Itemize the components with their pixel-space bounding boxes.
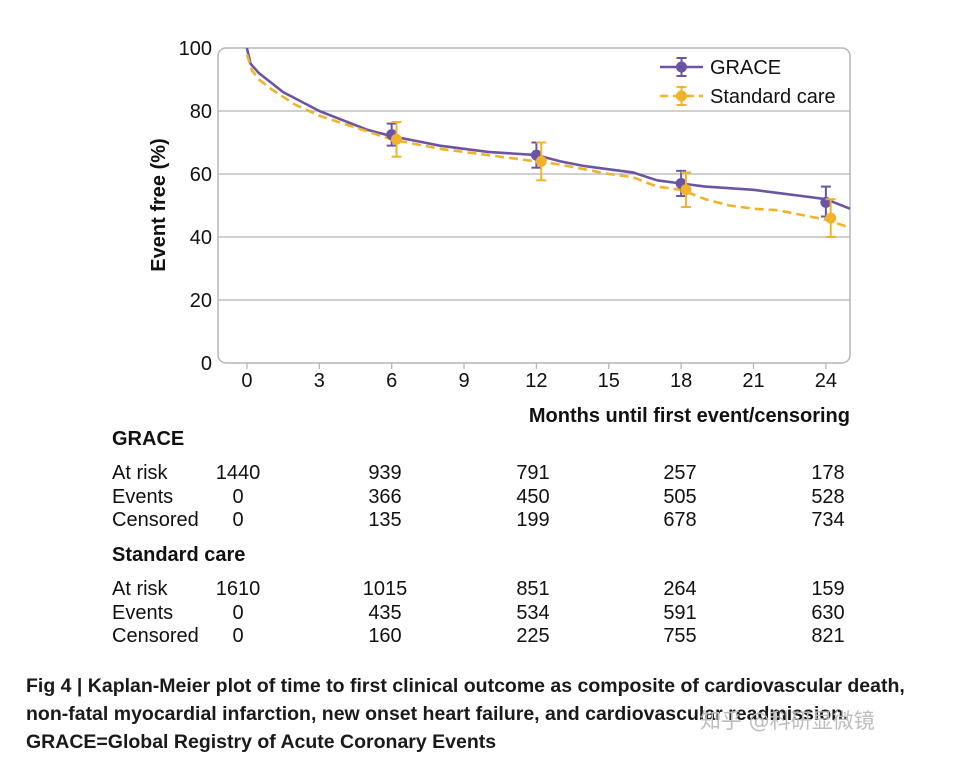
- risk-table-cell: 264: [663, 578, 697, 600]
- legend-swatch-marker: [676, 90, 687, 102]
- figure-caption: Fig 4 | Kaplan-Meier plot of time to fir…: [26, 675, 905, 753]
- risk-table-cell: 755: [663, 625, 697, 647]
- y-tick-label: 80: [190, 101, 212, 123]
- risk-table-cell: 0: [232, 485, 244, 508]
- risk-table-cell: 734: [811, 509, 845, 531]
- y-axis-ticks: 0 20 40 60 80 100: [179, 38, 212, 375]
- risk-table-cell: 366: [368, 485, 402, 508]
- kaplan-meier-chart: 0 20 40 60 80 100 0 3 6 9 12 15 18 21 24 Event free (…: [148, 38, 851, 427]
- gridlines: [218, 110, 850, 301]
- x-tick-label: 9: [458, 370, 469, 392]
- risk-table-row: At risk 1440 939 791 257 178: [0, 462, 957, 486]
- x-axis-ticks: 0 3 6 9 12 15 18 21 24: [241, 363, 837, 392]
- legend-swatch-marker: [676, 61, 687, 73]
- error-bar-standard-care: [680, 171, 692, 209]
- y-tick-label: 40: [190, 227, 212, 249]
- error-bar-standard-care: [535, 141, 547, 182]
- risk-table-cell: 450: [516, 485, 550, 508]
- x-tick-label: 15: [598, 370, 620, 392]
- data-point: [391, 133, 403, 145]
- risk-table-row-label: At risk: [112, 462, 168, 484]
- x-tick-label: 21: [742, 370, 764, 392]
- y-tick-label: 60: [190, 164, 212, 186]
- risk-table-row: Events 0 435 534 591 630: [0, 602, 957, 626]
- error-bar-standard-care: [391, 121, 403, 158]
- x-tick-label: 0: [241, 370, 252, 392]
- x-axis-label: Months until first event/censoring: [529, 405, 850, 427]
- risk-table-row-label: Censored: [112, 509, 199, 531]
- risk-table-row-label: Events: [112, 601, 174, 624]
- risk-table-group-title: Standard care: [112, 544, 246, 566]
- risk-table-cell: 1440: [215, 462, 261, 484]
- x-tick-label: 18: [670, 370, 692, 392]
- y-axis-label: Event free (%): [148, 138, 170, 271]
- risk-table-row-label: Censored: [112, 625, 199, 647]
- survival-curves: [245, 47, 851, 229]
- legend-label: GRACE: [710, 57, 781, 79]
- risk-table-cell: 135: [368, 509, 402, 531]
- risk-table-cell: 199: [516, 509, 550, 531]
- plot-frame: [217, 47, 851, 364]
- risk-table-cell: 534: [516, 601, 550, 624]
- risk-table-row: Censored 0 160 225 755 821: [0, 625, 957, 649]
- risk-table-row: Events 0 366 450 505 528: [0, 486, 957, 510]
- legend: GRACE Standard care: [660, 57, 836, 108]
- error-bar-points: [386, 121, 837, 238]
- risk-table-row: Censored 0 135 199 678 734: [0, 509, 957, 533]
- risk-table-cell: 1015: [362, 578, 408, 600]
- error-bar-standard-care: [825, 198, 837, 238]
- y-tick-label: 100: [179, 38, 212, 60]
- risk-table-cell: 528: [811, 485, 845, 508]
- x-tick-label: 24: [815, 370, 837, 392]
- risk-table-cell: 0: [232, 509, 244, 531]
- legend-item-standard-care: Standard care: [660, 86, 836, 108]
- risk-table-cell: 435: [368, 601, 402, 624]
- curve-standard-care: [245, 53, 851, 229]
- legend-label: Standard care: [710, 86, 836, 108]
- risk-table-cell: 257: [663, 462, 697, 484]
- risk-table-cell: 939: [368, 462, 402, 484]
- risk-table-cell: 591: [663, 601, 697, 624]
- risk-table-cell: 0: [232, 625, 244, 647]
- risk-table-cell: 225: [516, 625, 550, 647]
- y-tick-label: 0: [201, 353, 212, 375]
- y-tick-label: 20: [190, 290, 212, 312]
- risk-table-row-label: Events: [112, 485, 174, 508]
- data-point: [825, 212, 837, 224]
- risk-table-group-title: GRACE: [112, 428, 185, 450]
- risk-table-row-label: At risk: [112, 578, 168, 600]
- watermark: 知乎 @科研显微镜: [700, 709, 875, 733]
- legend-item-grace: GRACE: [660, 57, 781, 79]
- risk-table-cell: 678: [663, 509, 697, 531]
- risk-table-cell: 160: [368, 625, 402, 647]
- x-tick-label: 3: [314, 370, 325, 392]
- x-tick-label: 6: [386, 370, 397, 392]
- risk-table-cell: 159: [811, 578, 845, 600]
- data-point: [535, 155, 547, 167]
- risk-table-cell: 851: [516, 578, 550, 600]
- risk-table-cell: 821: [811, 625, 845, 647]
- risk-table-cell: 791: [516, 462, 550, 484]
- x-tick-label: 12: [525, 370, 547, 392]
- risk-table-cell: 1610: [215, 578, 261, 600]
- risk-table-cell: 630: [811, 601, 845, 624]
- risk-table-cell: 0: [232, 601, 244, 624]
- risk-table-row: At risk 1610 1015 851 264 159: [0, 578, 957, 602]
- risk-table-cell: 505: [663, 485, 697, 508]
- data-point: [680, 184, 692, 196]
- risk-table-cell: 178: [811, 462, 845, 484]
- curve-grace: [245, 47, 851, 210]
